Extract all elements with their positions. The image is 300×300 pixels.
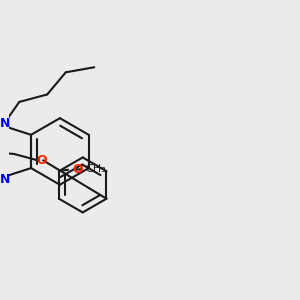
- Text: O: O: [37, 154, 47, 167]
- Text: N: N: [0, 173, 10, 186]
- Text: N: N: [0, 117, 10, 130]
- Text: O: O: [73, 163, 83, 176]
- Text: CH₃: CH₃: [85, 164, 106, 174]
